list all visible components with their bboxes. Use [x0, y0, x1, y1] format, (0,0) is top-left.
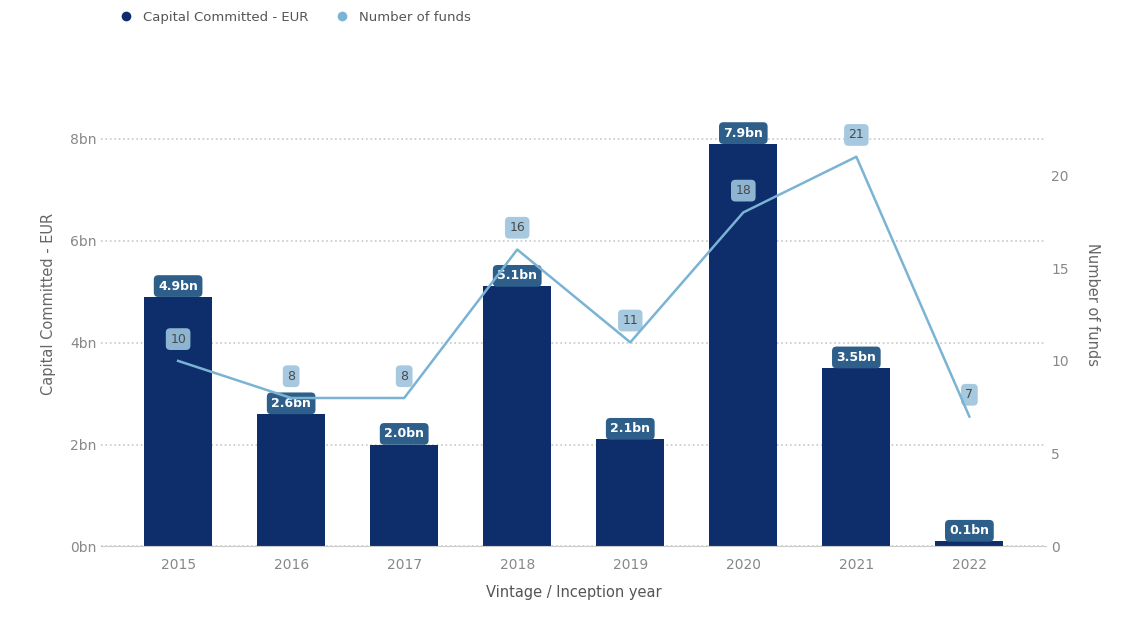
Text: 18: 18	[736, 184, 752, 197]
Text: 8: 8	[287, 369, 295, 383]
Text: 7.9bn: 7.9bn	[723, 127, 763, 140]
Text: 21: 21	[848, 129, 864, 142]
Bar	[596, 440, 664, 546]
Text: 2.1bn: 2.1bn	[610, 422, 650, 435]
Bar	[822, 368, 890, 546]
Text: 2.6bn: 2.6bn	[271, 397, 312, 410]
Text: 3.5bn: 3.5bn	[836, 351, 876, 364]
Text: 8: 8	[400, 369, 408, 383]
Bar	[710, 143, 777, 546]
Bar	[484, 286, 551, 546]
Text: 16: 16	[510, 221, 525, 234]
Text: 10: 10	[170, 333, 186, 346]
Bar	[258, 414, 325, 546]
Text: 4.9bn: 4.9bn	[159, 279, 198, 292]
Bar	[144, 297, 212, 546]
Text: 7: 7	[965, 388, 973, 401]
Text: 0.1bn: 0.1bn	[950, 524, 989, 537]
Text: 2.0bn: 2.0bn	[385, 427, 424, 440]
Bar	[936, 542, 1004, 546]
Text: 11: 11	[622, 314, 638, 327]
X-axis label: Vintage / Inception year: Vintage / Inception year	[486, 586, 662, 601]
Legend: Capital Committed - EUR, Number of funds: Capital Committed - EUR, Number of funds	[108, 6, 476, 29]
Y-axis label: Capital Committed - EUR: Capital Committed - EUR	[40, 213, 56, 396]
Text: 5.1bn: 5.1bn	[497, 270, 538, 283]
Y-axis label: Number of funds: Number of funds	[1086, 243, 1100, 366]
Bar	[370, 445, 438, 546]
